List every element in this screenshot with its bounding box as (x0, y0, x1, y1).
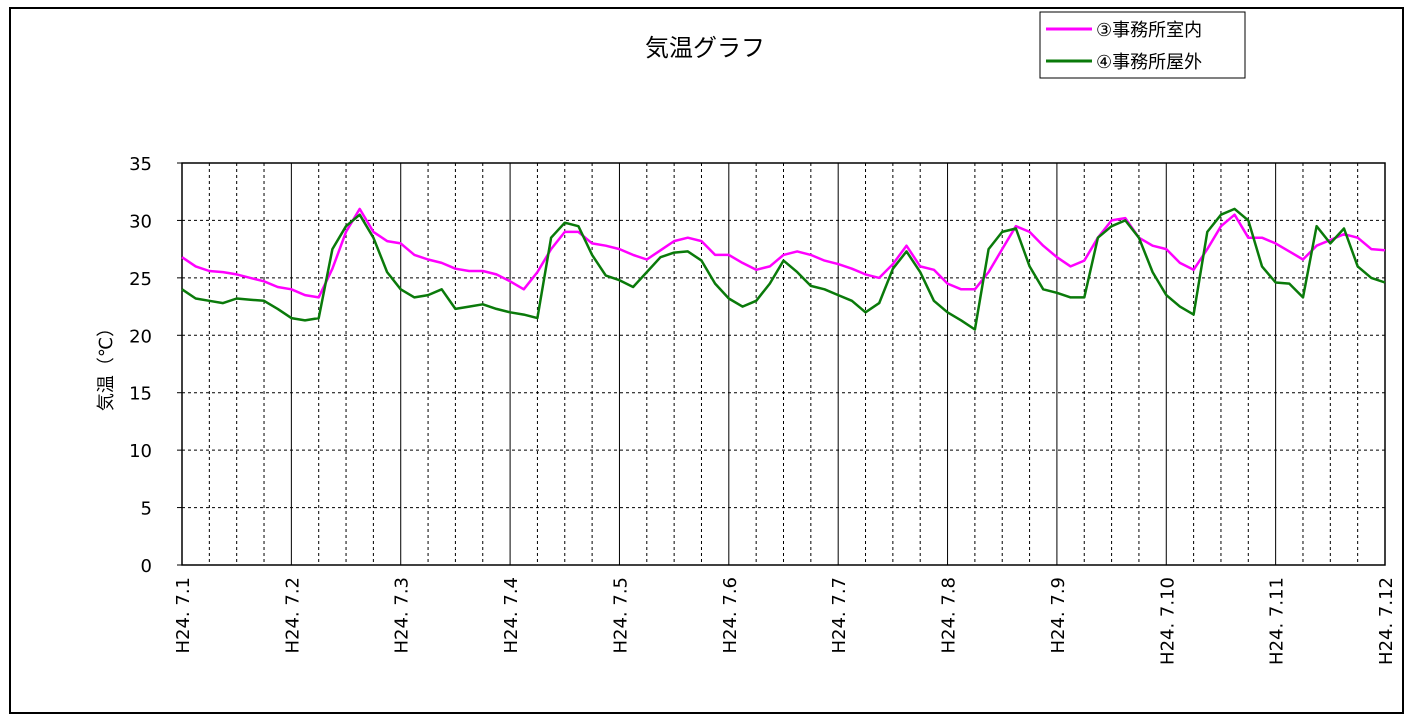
y-tick-label: 30 (129, 211, 152, 232)
legend-box (1039, 11, 1246, 79)
series-line (181, 207, 1386, 299)
y-tick-label: 5 (141, 499, 152, 520)
y-axis-label: 気温（℃） (96, 319, 117, 411)
y-tick-label: 20 (129, 326, 152, 347)
x-tick-label: H24. 7.4 (501, 577, 522, 654)
x-tick-label: H24. 7.7 (829, 577, 850, 654)
y-tick-label: 25 (129, 269, 152, 290)
x-tick-label: H24. 7.8 (939, 577, 960, 654)
legend-label: ④事務所屋外 (1096, 52, 1202, 73)
chart-title: 気温グラフ (645, 34, 765, 62)
y-tick-label: 10 (129, 441, 152, 462)
plot-border (181, 162, 1386, 566)
x-tick-label: H24. 7.1 (173, 577, 194, 654)
x-tick-label: H24. 7.3 (392, 577, 413, 654)
x-tick-label: H24. 7.9 (1048, 577, 1069, 654)
x-tick-label: H24. 7.11 (1267, 577, 1288, 665)
y-tick-label: 15 (129, 384, 152, 405)
x-tick-label: H24. 7.5 (610, 577, 631, 654)
x-tick-label: H24. 7.10 (1157, 577, 1178, 665)
y-tick-label: 0 (141, 556, 152, 577)
x-tick-label: H24. 7.6 (720, 577, 741, 654)
y-tick-label: 35 (129, 154, 152, 175)
legend-label: ③事務所室内 (1096, 20, 1202, 41)
x-tick-label: H24. 7.12 (1376, 577, 1397, 665)
series-line (181, 207, 1386, 331)
x-tick-label: H24. 7.2 (282, 577, 303, 654)
